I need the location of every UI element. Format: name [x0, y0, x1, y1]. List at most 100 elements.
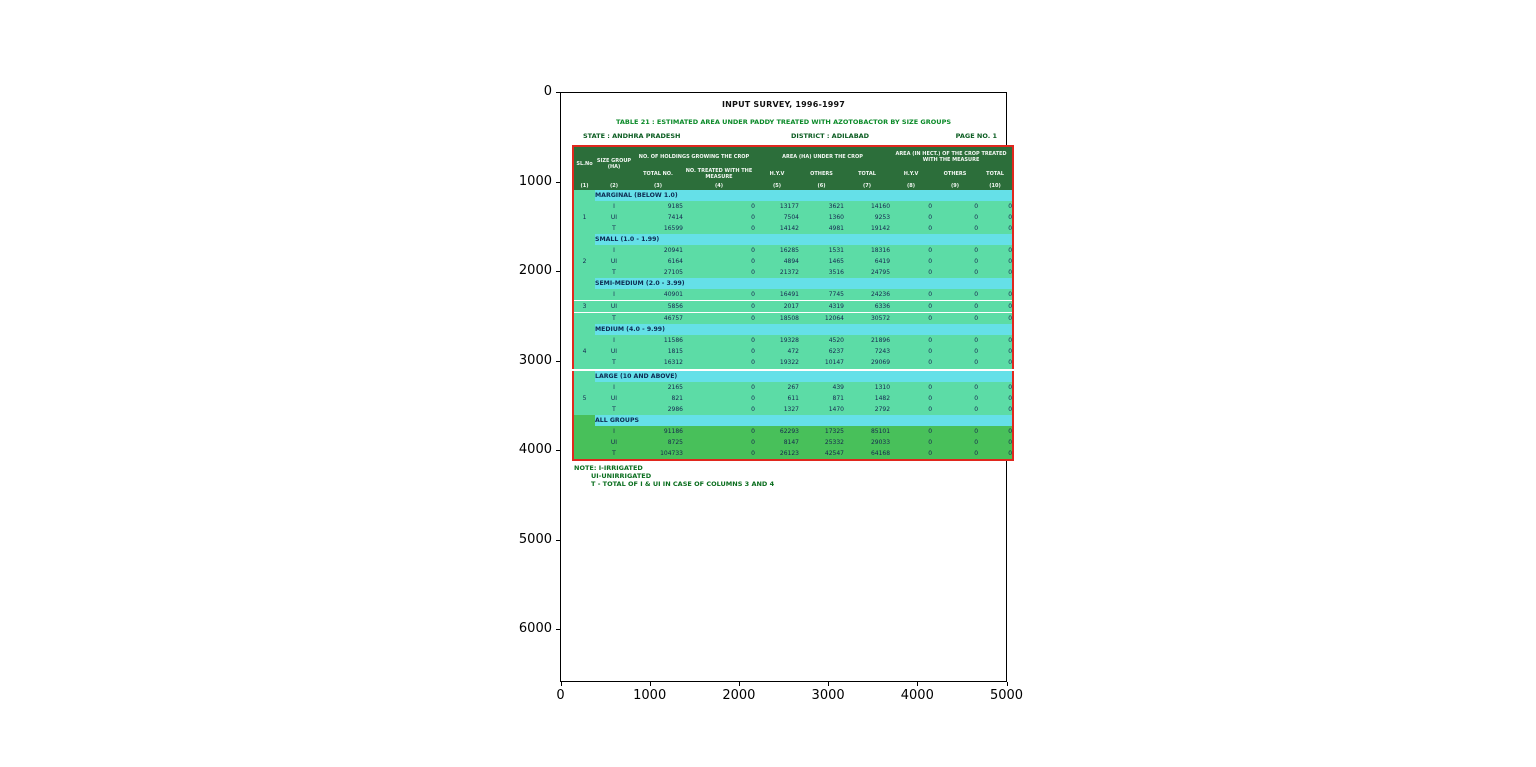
value-cell: 0: [683, 223, 755, 235]
sl-no-cell: [573, 447, 595, 460]
value-cell: 0: [978, 223, 1014, 235]
value-cell: 14142: [755, 223, 799, 235]
y-tick-mark: [556, 450, 560, 451]
table-row: T 16599 0 14142 4981 19142 0 0 0: [573, 223, 1014, 235]
document-title: INPUT SURVEY, 1996-1997: [721, 100, 846, 109]
table-cell: [573, 414, 595, 426]
irrigation-type-cell: UI: [595, 256, 633, 268]
value-cell: 0: [890, 289, 933, 302]
value-cell: 17325: [799, 425, 844, 437]
value-cell: 13177: [755, 201, 799, 213]
value-cell: 0: [683, 425, 755, 437]
value-cell: 0: [978, 245, 1014, 257]
value-cell: 0: [978, 392, 1014, 404]
col-number: (10): [978, 181, 1014, 190]
x-tick-mark: [1006, 682, 1008, 686]
value-cell: 0: [683, 335, 755, 347]
state-label: STATE : ANDHRA PRADESH: [583, 132, 681, 140]
irrigation-type-cell: T: [595, 223, 633, 235]
value-cell: 7745: [799, 289, 844, 302]
col-number: (8): [890, 181, 933, 190]
sl-no-cell: [573, 381, 595, 393]
value-cell: 0: [683, 289, 755, 302]
size-group-section-label: MARGINAL (BELOW 1.0): [595, 190, 1014, 202]
value-cell: 2017: [755, 300, 799, 314]
value-cell: 6164: [633, 256, 683, 268]
value-cell: 4981: [799, 223, 844, 235]
value-cell: 0: [683, 436, 755, 448]
value-cell: 0: [683, 256, 755, 268]
page-number: PAGE NO. 1: [955, 132, 997, 140]
value-cell: 0: [890, 381, 933, 393]
irrigation-type-cell: T: [595, 312, 633, 325]
value-cell: 0: [683, 447, 755, 460]
note-line: T - TOTAL OF I & UI IN CASE OF COLUMNS 3…: [591, 480, 775, 488]
value-cell: 6336: [844, 300, 891, 314]
col-number: (7): [844, 181, 891, 190]
value-cell: 0: [932, 357, 979, 370]
irrigation-type-cell: I: [595, 289, 633, 302]
value-cell: 0: [932, 381, 979, 393]
value-cell: 10147: [799, 357, 844, 370]
irrigation-type-cell: I: [595, 245, 633, 257]
value-cell: 29069: [844, 357, 891, 370]
irrigation-type-cell: I: [595, 425, 633, 437]
table-row: I 9185 0 13177 3621 14160 0 0 0: [573, 201, 1014, 213]
size-group-section-label: MEDIUM (4.0 - 9.99): [595, 324, 1014, 336]
value-cell: 0: [978, 357, 1014, 370]
value-cell: 821: [633, 392, 683, 404]
value-cell: 0: [932, 289, 979, 302]
header-total-1: TOTAL: [844, 166, 891, 181]
x-tick-mark: [828, 682, 830, 686]
irrigation-type-cell: T: [595, 403, 633, 415]
sl-no-cell: [573, 245, 595, 257]
value-cell: 18508: [755, 312, 799, 325]
sl-no-cell: 4: [573, 346, 595, 358]
value-cell: 0: [890, 256, 933, 268]
value-cell: 2165: [633, 381, 683, 393]
x-tick-mark: [560, 682, 562, 686]
x-tick-mark: [649, 682, 651, 686]
section-band-row: MEDIUM (4.0 - 9.99): [573, 324, 1014, 336]
table-row: I 2165 0 267 439 1310 0 0 0: [573, 381, 1014, 393]
irrigation-type-cell: UI: [595, 392, 633, 404]
value-cell: 4894: [755, 256, 799, 268]
value-cell: 5856: [633, 300, 683, 314]
value-cell: 9185: [633, 201, 683, 213]
meta-line: STATE : ANDHRA PRADESH DISTRICT : ADILAB…: [573, 132, 1003, 142]
value-cell: 20941: [633, 245, 683, 257]
value-cell: 21372: [755, 267, 799, 279]
y-tick-mark: [556, 629, 560, 630]
value-cell: 0: [932, 312, 979, 325]
header-holdings-treated: NO. TREATED WITH THE MEASURE: [683, 166, 755, 181]
section-band-row: MARGINAL (BELOW 1.0): [573, 190, 1014, 202]
value-cell: 24236: [844, 289, 891, 302]
value-cell: 0: [932, 212, 979, 224]
size-group-section-label: ALL GROUPS: [595, 414, 1014, 426]
y-tick-label: 1000: [518, 173, 552, 189]
sl-no-cell: [573, 201, 595, 213]
value-cell: 26123: [755, 447, 799, 460]
irrigation-type-cell: I: [595, 335, 633, 347]
value-cell: 0: [932, 223, 979, 235]
value-cell: 472: [755, 346, 799, 358]
sl-no-cell: [573, 335, 595, 347]
irrigation-type-cell: UI: [595, 436, 633, 448]
value-cell: 0: [683, 245, 755, 257]
value-cell: 439: [799, 381, 844, 393]
y-tick-label: 2000: [518, 263, 552, 278]
value-cell: 0: [683, 403, 755, 415]
y-tick-label: 0: [543, 84, 552, 99]
table-row: 2 UI 6164 0 4894 1465 6419 0 0 0: [573, 256, 1014, 268]
value-cell: 1310: [844, 381, 891, 393]
value-cell: 6237: [799, 346, 844, 358]
sl-no-cell: [573, 223, 595, 235]
value-cell: 1465: [799, 256, 844, 268]
section-band-row: SEMI-MEDIUM (2.0 - 3.99): [573, 278, 1014, 290]
value-cell: 0: [932, 392, 979, 404]
col-number: (9): [932, 181, 979, 190]
value-cell: 16599: [633, 223, 683, 235]
size-group-section-label: SEMI-MEDIUM (2.0 - 3.99): [595, 278, 1014, 290]
value-cell: 0: [890, 335, 933, 347]
header-size-group: SIZE GROUP (HA): [595, 146, 633, 181]
